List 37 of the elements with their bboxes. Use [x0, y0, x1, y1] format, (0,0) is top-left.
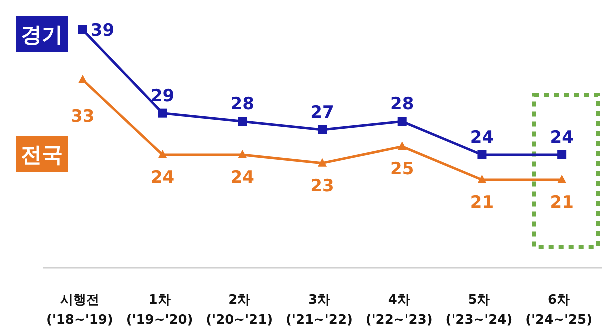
data-label: 39 — [90, 21, 115, 41]
point — [238, 150, 248, 158]
data-label: 24 — [550, 128, 574, 148]
point — [78, 26, 88, 34]
point — [238, 117, 248, 126]
data-label: 21 — [470, 193, 494, 213]
x-tick-label: 5차 ('23~'24) — [446, 293, 513, 328]
data-label: 29 — [150, 86, 175, 106]
series-label: 경기 — [21, 23, 63, 47]
text: 전국 — [21, 143, 63, 167]
data-label: 27 — [310, 103, 334, 123]
x-tick-label: 6차 ('24~'25) — [526, 293, 593, 328]
x-tick-label: 2차 ('20~'21) — [206, 293, 274, 328]
data-label: 25 — [390, 160, 414, 180]
point — [478, 150, 487, 160]
point — [318, 126, 327, 134]
data-label: 23 — [310, 176, 334, 196]
data-label: 33 — [71, 107, 95, 127]
x-tick-label: 1차 ('19~'20) — [126, 293, 194, 328]
point — [318, 158, 327, 167]
x-tick-label: 시행전 ('18~'19) — [46, 293, 114, 328]
x-tick-label: 4차 ('22~'23) — [366, 293, 433, 328]
point — [398, 142, 407, 150]
data-label: 24 — [150, 168, 175, 188]
point — [78, 75, 88, 84]
data-label: 28 — [230, 94, 254, 115]
point — [478, 175, 487, 184]
point — [558, 175, 567, 184]
data-label: 24 — [470, 128, 494, 148]
data-label: 24 — [230, 168, 255, 188]
data-label: 21 — [550, 193, 574, 213]
point — [158, 150, 168, 158]
point — [158, 108, 168, 118]
point — [558, 150, 567, 160]
point — [398, 117, 407, 126]
data-label: 28 — [390, 94, 414, 115]
x-tick-label: 3차 ('21~'22) — [286, 293, 353, 328]
